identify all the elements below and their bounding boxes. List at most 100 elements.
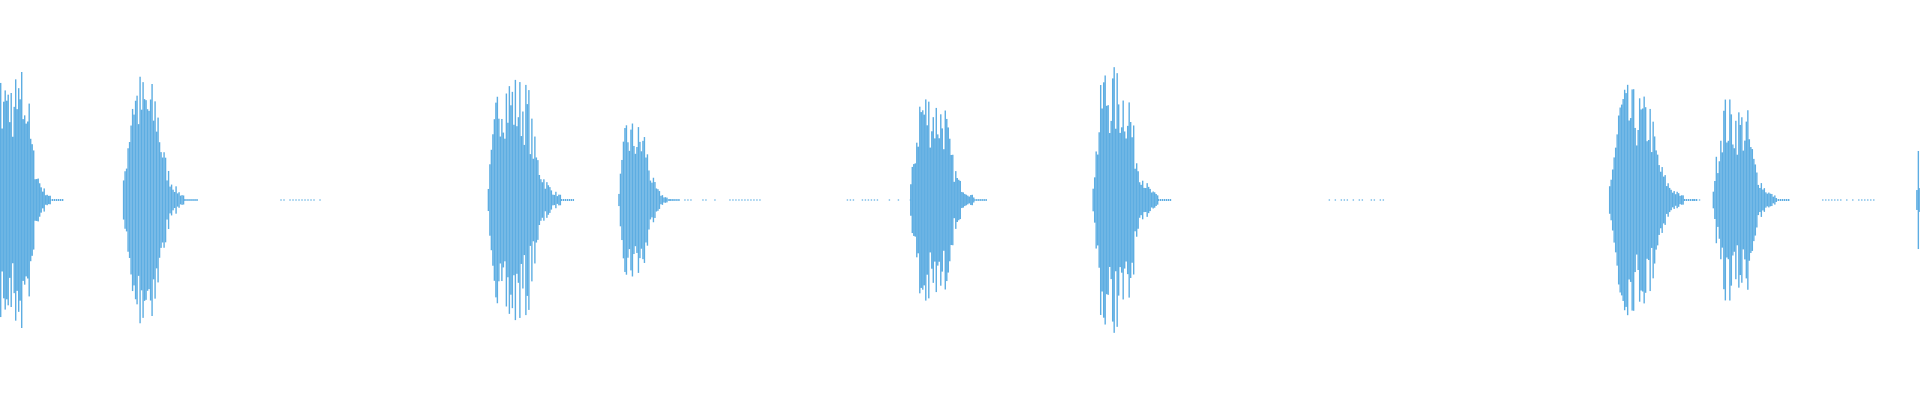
waveform-sample (676, 199, 678, 201)
waveform-sample (633, 145, 635, 255)
waveform-sample (1687, 199, 1690, 201)
waveform-sample (1334, 199, 1337, 201)
waveform-sample (167, 170, 170, 230)
waveform-sample (36, 179, 38, 221)
waveform-sample (507, 122, 509, 278)
waveform-sample (1141, 180, 1144, 220)
waveform-sample (283, 199, 285, 201)
waveform-sample (1712, 191, 1715, 209)
waveform-sample (1613, 157, 1615, 243)
waveform-sample (149, 99, 152, 301)
waveform-sample (1155, 194, 1157, 206)
waveform-sample (660, 195, 662, 205)
waveform-sample (298, 199, 300, 201)
waveform-sample (934, 138, 936, 262)
waveform-sample (849, 199, 852, 201)
waveform-samples (0, 67, 1920, 333)
waveform-sample (1625, 93, 1627, 307)
waveform-sample (961, 191, 963, 209)
waveform-sample (1157, 199, 1160, 201)
waveform-sample (732, 199, 734, 201)
waveform-sample (956, 178, 958, 222)
waveform-sample (747, 199, 749, 201)
waveform-sample (920, 112, 922, 288)
waveform-sample (950, 154, 952, 246)
waveform-sample (729, 199, 731, 201)
waveform-sample (1831, 199, 1833, 201)
waveform-sample (1616, 134, 1618, 266)
waveform-sample (1614, 147, 1617, 253)
waveform-sample (1759, 187, 1761, 213)
waveform-sample (1153, 192, 1156, 208)
waveform-sample (160, 152, 162, 248)
waveform-sample (513, 124, 515, 276)
waveform-sample (313, 199, 315, 201)
waveform-sample (646, 154, 649, 246)
waveform-sample (498, 118, 500, 282)
waveform-sample (971, 194, 973, 206)
waveform-sample (1754, 164, 1757, 236)
waveform-sample (7, 94, 9, 306)
waveform-sample (970, 195, 972, 205)
waveform-sample (618, 193, 620, 207)
waveform-sample (1352, 199, 1355, 201)
waveform-sample (973, 199, 975, 201)
waveform-sample (196, 199, 198, 201)
waveform-sample (935, 107, 937, 293)
waveform-sample (654, 182, 656, 218)
waveform-sample (952, 154, 954, 246)
waveform-sample (1655, 150, 1657, 250)
waveform-sample (640, 151, 643, 249)
waveform-sample (702, 199, 704, 201)
waveform-sample (553, 194, 556, 206)
waveform-sample (929, 147, 931, 253)
waveform-sample (1763, 188, 1766, 212)
waveform-sample (1634, 127, 1636, 273)
waveform-sample (310, 199, 312, 201)
waveform-sample (1658, 165, 1660, 235)
waveform-sample (1382, 199, 1385, 201)
waveform-sample (3, 101, 5, 299)
waveform-sample (1653, 136, 1656, 264)
waveform-sample (622, 141, 625, 259)
waveform-sample (1670, 189, 1672, 211)
waveform-sample (538, 174, 541, 226)
waveform-sample (1683, 199, 1686, 201)
waveform-sample (1114, 128, 1117, 272)
waveform-sample (1156, 195, 1159, 205)
waveform-sample (1665, 186, 1668, 214)
waveform-sample (19, 99, 21, 301)
waveform-sample (759, 199, 761, 201)
waveform-sample (301, 199, 303, 201)
waveform-sample (1668, 187, 1671, 213)
waveform-sample (9, 122, 11, 278)
waveform-sample (1837, 199, 1839, 201)
waveform-sample (175, 186, 177, 214)
waveform-sample (926, 125, 928, 275)
waveform-sample (1611, 169, 1614, 231)
waveform-sample (965, 194, 967, 206)
waveform-sample (1720, 140, 1722, 260)
waveform-sample (516, 126, 518, 274)
waveform-sample (652, 177, 655, 223)
waveform-sample (1122, 100, 1124, 300)
waveform-sample (27, 121, 29, 279)
waveform-sample (1131, 137, 1133, 263)
waveform-sample (864, 199, 867, 201)
waveform-sample (941, 128, 943, 272)
waveform-sample (0, 82, 2, 318)
waveform-sample (1140, 184, 1142, 216)
waveform-sample (1167, 199, 1170, 201)
waveform-sample (648, 170, 650, 230)
waveform-sample (39, 183, 41, 217)
waveform-sample (1682, 195, 1684, 205)
waveform-sample (1608, 186, 1611, 214)
waveform-sample (1138, 182, 1141, 218)
waveform-sample (1744, 140, 1746, 260)
waveform-sample (1135, 163, 1138, 237)
waveform-sample (962, 192, 964, 208)
waveform-sample (637, 127, 640, 273)
waveform-sample (152, 120, 155, 280)
waveform-sample (1916, 190, 1918, 210)
waveform-sample (628, 150, 631, 250)
